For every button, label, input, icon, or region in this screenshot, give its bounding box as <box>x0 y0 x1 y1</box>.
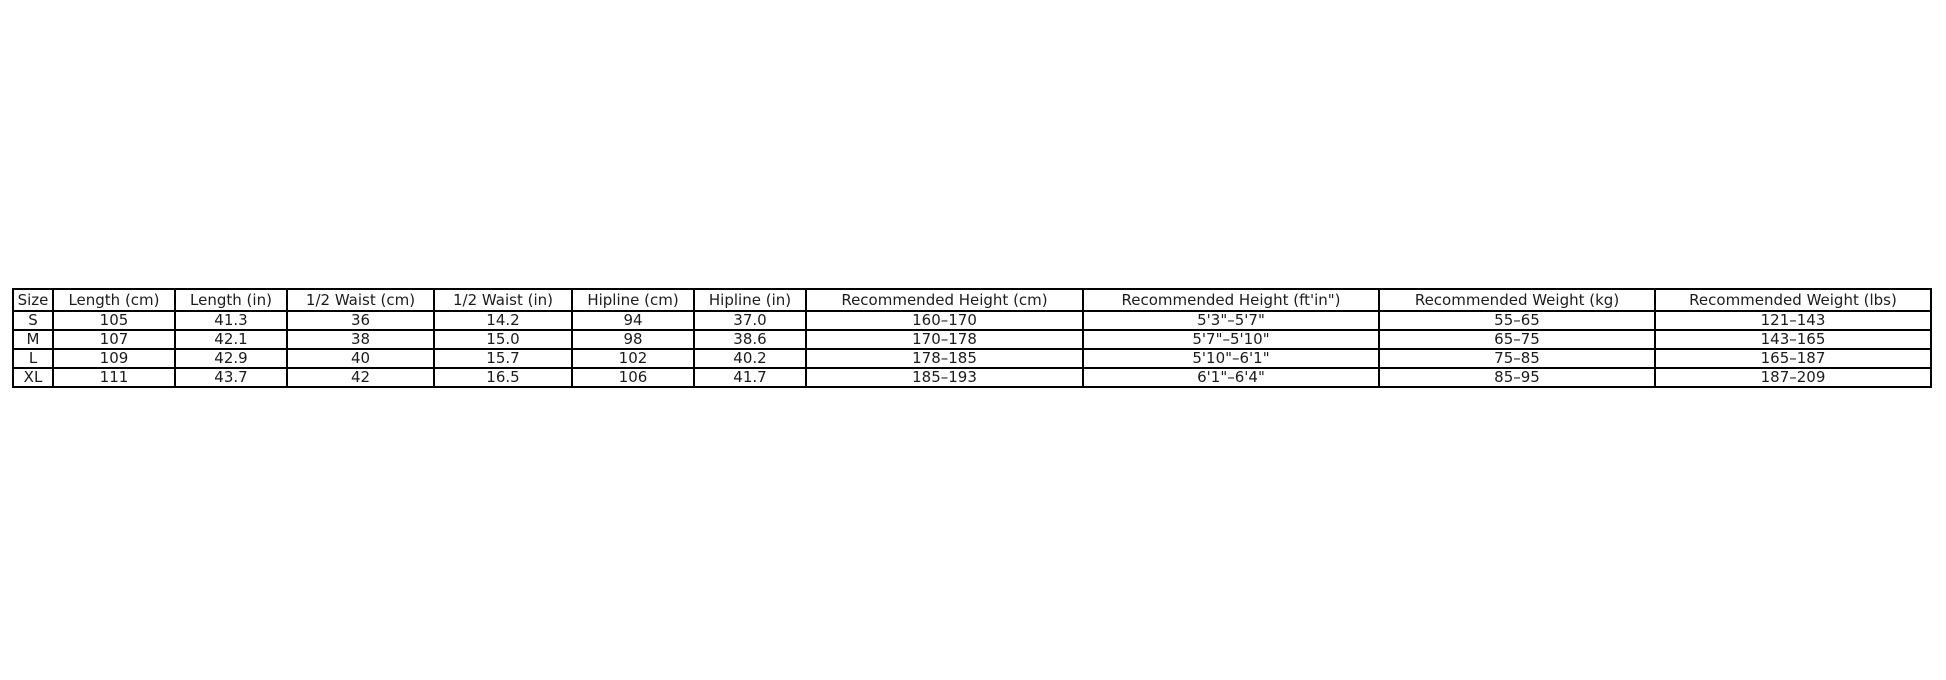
table-cell: 187–209 <box>1654 367 1932 388</box>
table-cell: 107 <box>52 329 176 350</box>
table-cell: 41.3 <box>174 310 288 331</box>
table-cell: 98 <box>571 329 695 350</box>
table-cell: 111 <box>52 367 176 388</box>
table-row-m: M 107 42.1 38 15.0 98 38.6 170–178 5'7"–5'10" 65–… <box>12 329 1932 350</box>
table-cell: 42.1 <box>174 329 288 350</box>
table-cell: 85–95 <box>1378 367 1656 388</box>
column-header-9: Recommended Weight (kg) <box>1378 288 1656 312</box>
table-cell: 106 <box>571 367 695 388</box>
column-header-10: Recommended Weight (lbs) <box>1654 288 1932 312</box>
size-chart-table: Size Length (cm) Length (in) 1/2 Waist (cm)… <box>12 288 1932 388</box>
column-header-5: Hipline (cm) <box>571 288 695 312</box>
size-cell: M <box>12 329 54 350</box>
table-cell: 102 <box>571 348 695 369</box>
column-header-0: Size <box>12 288 54 312</box>
column-header-3: 1/2 Waist (cm) <box>286 288 435 312</box>
column-header-4: 1/2 Waist (in) <box>433 288 573 312</box>
size-cell: S <box>12 310 54 331</box>
size-chart-header: Size Length (cm) Length (in) 1/2 Waist (cm)… <box>12 288 1932 312</box>
table-cell: 160–170 <box>805 310 1084 331</box>
table-cell: 5'10"–6'1" <box>1082 348 1380 369</box>
table-cell: 185–193 <box>805 367 1084 388</box>
table-row-l: L 109 42.9 40 15.7 102 40.2 178–185 5'10"–6'1" 75… <box>12 348 1932 369</box>
table-cell: 43.7 <box>174 367 288 388</box>
table-cell: 109 <box>52 348 176 369</box>
table-cell: 40 <box>286 348 435 369</box>
table-cell: 15.0 <box>433 329 573 350</box>
table-cell: 170–178 <box>805 329 1084 350</box>
table-cell: 40.2 <box>693 348 807 369</box>
table-row-xl: XL 111 43.7 42 16.5 106 41.7 185–193 6'1"–6'4" 85… <box>12 367 1932 388</box>
table-cell: 105 <box>52 310 176 331</box>
size-cell: XL <box>12 367 54 388</box>
table-cell: 55–65 <box>1378 310 1656 331</box>
column-header-1: Length (cm) <box>52 288 176 312</box>
table-cell: 14.2 <box>433 310 573 331</box>
table-cell: 165–187 <box>1654 348 1932 369</box>
table-cell: 6'1"–6'4" <box>1082 367 1380 388</box>
table-cell: 42.9 <box>174 348 288 369</box>
table-cell: 65–75 <box>1378 329 1656 350</box>
table-cell: 41.7 <box>693 367 807 388</box>
header-row: Size Length (cm) Length (in) 1/2 Waist (cm)… <box>12 288 1932 312</box>
table-cell: 178–185 <box>805 348 1084 369</box>
column-header-8: Recommended Height (ft'in") <box>1082 288 1380 312</box>
table-cell: 15.7 <box>433 348 573 369</box>
table-cell: 143–165 <box>1654 329 1932 350</box>
column-header-6: Hipline (in) <box>693 288 807 312</box>
table-cell: 37.0 <box>693 310 807 331</box>
size-chart-body: S 105 41.3 36 14.2 94 37.0 160–170 5'3"–5'7" 55–6… <box>12 310 1932 388</box>
table-row-s: S 105 41.3 36 14.2 94 37.0 160–170 5'3"–5'7" 55–6… <box>12 310 1932 331</box>
column-header-7: Recommended Height (cm) <box>805 288 1084 312</box>
table-cell: 38.6 <box>693 329 807 350</box>
column-header-2: Length (in) <box>174 288 288 312</box>
table-cell: 75–85 <box>1378 348 1656 369</box>
table-cell: 121–143 <box>1654 310 1932 331</box>
table-cell: 94 <box>571 310 695 331</box>
table-cell: 42 <box>286 367 435 388</box>
table-cell: 16.5 <box>433 367 573 388</box>
size-cell: L <box>12 348 54 369</box>
table-cell: 36 <box>286 310 435 331</box>
table-cell: 5'3"–5'7" <box>1082 310 1380 331</box>
table-cell: 5'7"–5'10" <box>1082 329 1380 350</box>
table-cell: 38 <box>286 329 435 350</box>
